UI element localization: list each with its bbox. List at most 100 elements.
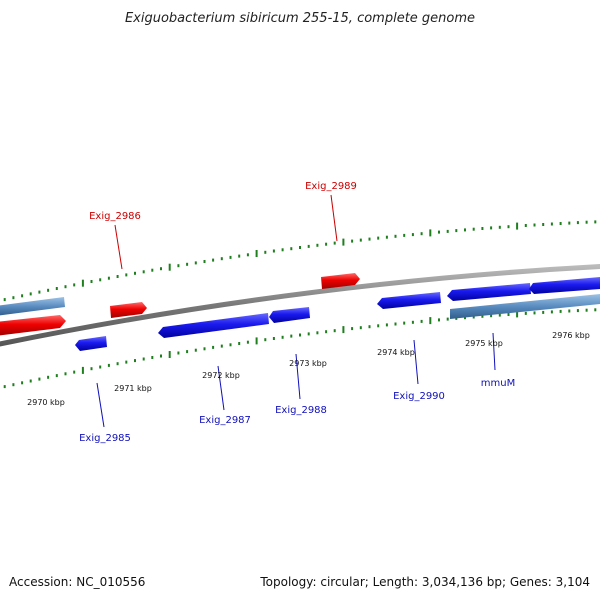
minor-tick bbox=[90, 367, 93, 371]
minor-tick bbox=[203, 260, 206, 263]
minor-tick bbox=[507, 313, 510, 316]
minor-tick bbox=[151, 356, 154, 359]
minor-tick bbox=[464, 316, 466, 320]
tick-label: 2972 kbp bbox=[202, 371, 240, 380]
minor-tick bbox=[229, 255, 232, 259]
gene-reverse[interactable] bbox=[75, 336, 107, 351]
minor-tick bbox=[490, 314, 493, 318]
minor-tick bbox=[203, 347, 206, 351]
minor-tick bbox=[290, 247, 293, 251]
minor-tick bbox=[455, 316, 458, 320]
gene-forward[interactable] bbox=[0, 315, 66, 336]
minor-tick bbox=[90, 280, 93, 283]
gene-reverse[interactable] bbox=[158, 313, 269, 338]
minor-tick bbox=[238, 254, 241, 258]
leader-line bbox=[96, 382, 105, 428]
minor-tick bbox=[177, 264, 180, 268]
minor-tick bbox=[542, 223, 545, 226]
gene-reverse[interactable] bbox=[269, 307, 310, 323]
minor-tick bbox=[125, 360, 128, 364]
minor-tick bbox=[411, 233, 414, 237]
tick-label: 2975 kbp bbox=[465, 339, 503, 348]
gene-label[interactable]: Exig_2987 bbox=[199, 415, 251, 426]
gene-reverse[interactable] bbox=[377, 292, 441, 309]
minor-tick bbox=[73, 283, 76, 287]
gene-label[interactable]: Exig_2990 bbox=[393, 391, 445, 402]
minor-tick bbox=[107, 276, 110, 280]
minor-tick bbox=[151, 268, 154, 272]
minor-tick bbox=[325, 242, 328, 246]
minor-tick bbox=[272, 337, 275, 340]
major-tick bbox=[429, 229, 432, 237]
minor-tick bbox=[220, 344, 223, 348]
minor-tick bbox=[134, 271, 136, 275]
minor-tick bbox=[3, 298, 6, 302]
minor-tick bbox=[160, 354, 162, 358]
minor-tick bbox=[368, 325, 371, 329]
major-tick bbox=[516, 222, 519, 230]
minor-tick bbox=[99, 278, 102, 282]
minor-tick bbox=[194, 261, 197, 265]
minor-tick bbox=[438, 318, 440, 322]
tick-label: 2970 kbp bbox=[27, 398, 65, 407]
minor-tick bbox=[472, 315, 475, 319]
minor-tick bbox=[186, 350, 189, 354]
leader-line bbox=[295, 353, 301, 400]
minor-tick bbox=[550, 222, 553, 226]
minor-tick bbox=[385, 235, 388, 239]
feature-segment[interactable] bbox=[450, 294, 600, 319]
leader-line bbox=[217, 365, 225, 411]
minor-tick bbox=[524, 224, 527, 227]
minor-tick bbox=[498, 225, 501, 229]
gene-label[interactable]: mmuM bbox=[481, 378, 515, 389]
minor-tick bbox=[351, 239, 354, 243]
major-tick bbox=[255, 337, 258, 345]
gene-reverse[interactable] bbox=[447, 283, 531, 301]
feature-segment[interactable] bbox=[0, 297, 65, 316]
major-tick bbox=[168, 351, 171, 358]
major-tick bbox=[168, 263, 171, 271]
minor-tick bbox=[307, 244, 310, 248]
minor-tick bbox=[12, 296, 15, 300]
minor-tick bbox=[420, 232, 423, 236]
gene-label[interactable]: Exig_2988 bbox=[275, 405, 327, 416]
major-tick bbox=[81, 279, 84, 287]
minor-tick bbox=[99, 365, 102, 369]
minor-tick bbox=[142, 270, 145, 274]
minor-tick bbox=[403, 321, 406, 325]
gene-label-group: Exig_2986 Exig_2989 Exig_2985 Exig_2987 … bbox=[79, 181, 515, 444]
map-title: Exiguobacterium sibiricum 255-15, comple… bbox=[125, 11, 475, 26]
minor-tick bbox=[594, 308, 597, 312]
minor-tick bbox=[29, 379, 32, 383]
minor-tick bbox=[359, 238, 362, 242]
minor-tick bbox=[64, 285, 67, 289]
major-tick bbox=[255, 250, 258, 257]
minor-tick bbox=[585, 220, 588, 224]
minor-tick bbox=[385, 323, 388, 327]
leader-line bbox=[492, 332, 496, 371]
minor-tick bbox=[507, 225, 510, 229]
gene-reverse[interactable] bbox=[529, 277, 600, 294]
gene-label[interactable]: Exig_2985 bbox=[79, 433, 131, 444]
minor-tick bbox=[307, 332, 310, 336]
gene-label[interactable]: Exig_2986 bbox=[89, 211, 141, 222]
minor-tick bbox=[446, 229, 449, 233]
minor-tick bbox=[325, 330, 328, 334]
gene-forward[interactable] bbox=[110, 302, 147, 318]
minor-tick bbox=[21, 381, 24, 385]
gene-label[interactable]: Exig_2989 bbox=[305, 181, 357, 192]
minor-tick bbox=[264, 250, 267, 254]
minor-tick bbox=[490, 226, 493, 230]
major-tick bbox=[342, 238, 345, 246]
minor-tick bbox=[446, 317, 449, 321]
minor-tick bbox=[438, 230, 440, 234]
inner-tick-row bbox=[3, 308, 597, 389]
gene-forward[interactable] bbox=[321, 273, 360, 289]
minor-tick bbox=[472, 227, 475, 231]
major-tick bbox=[429, 317, 432, 325]
minor-tick bbox=[281, 335, 284, 339]
minor-tick bbox=[333, 241, 336, 245]
minor-tick bbox=[116, 362, 119, 366]
minor-tick bbox=[116, 275, 119, 278]
minor-tick bbox=[264, 338, 267, 342]
